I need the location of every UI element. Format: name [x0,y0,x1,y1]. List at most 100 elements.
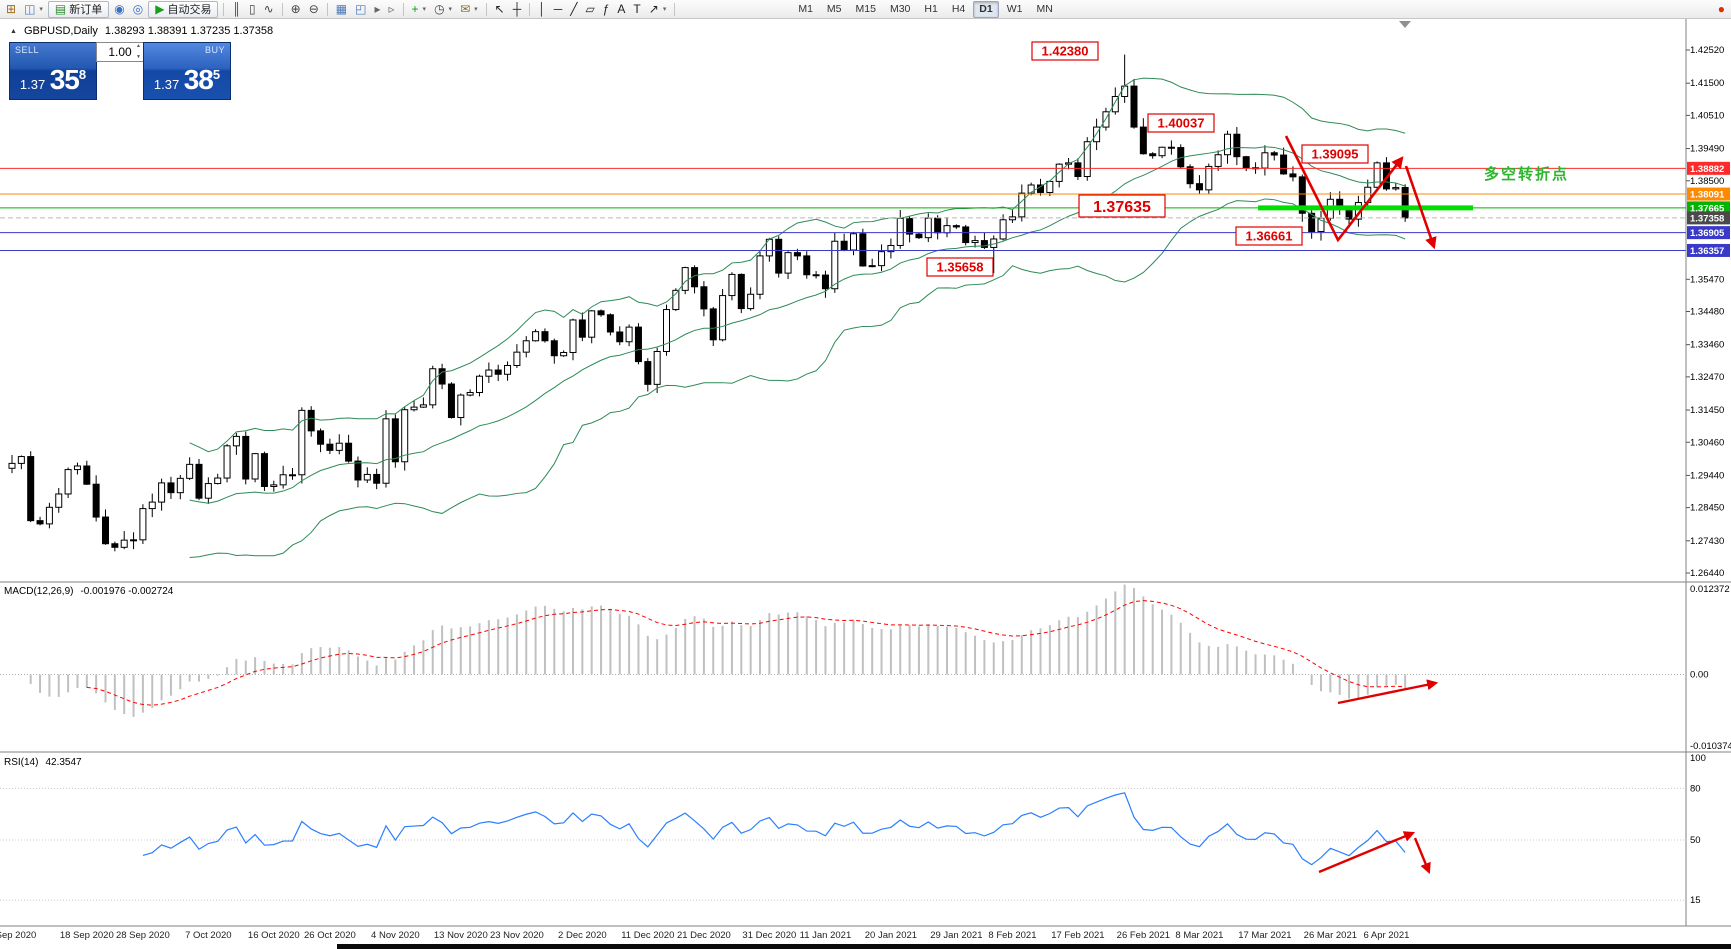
text-label-button[interactable]: T [630,1,643,18]
timeframe-m5-button[interactable]: M5 [826,3,842,15]
timeframe-d1-button[interactable]: D1 [973,0,999,18]
trend-arrow[interactable] [1284,135,1404,243]
bearish-candle [167,482,175,494]
bullish-candle [532,331,540,342]
price-label-box[interactable] [1235,226,1303,246]
bearish-candle [260,453,268,487]
broker-icon[interactable]: ● [1717,2,1725,16]
timeframe-w1-button[interactable]: W1 [1006,3,1023,15]
bullish-candle [1121,85,1129,98]
price-label-box[interactable] [1147,113,1215,133]
cascade-windows-button[interactable]: ◰ [352,1,369,18]
rsi-value: 42.3547 [45,757,82,768]
auto-scroll-button[interactable]: ▸ [371,1,383,18]
sell-label: SELL [15,45,40,55]
bearish-candle [737,273,745,310]
line-chart-button[interactable]: ∿ [261,1,277,18]
timeframe-mn-button[interactable]: MN [1036,3,1053,15]
bearish-candle [775,238,783,274]
bullish-candle [419,404,427,408]
macd-trend-arrow[interactable] [1337,679,1439,705]
auto-trading-button[interactable]: ▶ 自动交易 [148,0,219,18]
bullish-candle [298,409,306,476]
bollinger-middle-band [189,146,1406,504]
macd-pane[interactable] [0,582,1686,752]
price-axis-label: 1.42520 [1690,45,1724,56]
fibonacci-button[interactable]: ƒ [600,1,613,18]
horizontal-line-button[interactable]: ─ [551,1,566,18]
bearish-candle [391,418,399,463]
rsi-axis-label: 100 [1690,753,1706,764]
cursor-button[interactable]: ↖ [492,1,508,18]
buy-button[interactable]: BUY 1.37 385 [143,42,231,100]
profiles-button[interactable]: ◫ ▾ [21,1,46,18]
periods-button[interactable]: ◷ ▾ [431,1,455,18]
volume-down-button[interactable]: ▼ [136,54,141,60]
templates-button[interactable]: ✉ ▾ [457,1,481,18]
volume-section: 1.00 ▲ ▼ [96,42,144,100]
timeframe-m1-button[interactable]: M1 [798,3,813,15]
chart-annotations: 1.42380 1.40037 1.39095 1.37635 1.36661 1.356… [926,41,1437,277]
arrows-button[interactable]: ↗ ▾ [646,1,670,18]
horizontal-line-icon: ─ [553,2,563,16]
macd-label: MACD(12,26,9) [4,586,74,597]
bullish-candle [747,293,755,310]
collapse-panel-icon[interactable]: ▲ [10,27,17,35]
indicators-button[interactable]: + ▾ [409,1,430,18]
price-pane[interactable] [0,19,1686,582]
text-button[interactable]: A [614,1,628,18]
timeframe-h4-button[interactable]: H4 [951,3,966,15]
price-axis-label: 1.32470 [1690,372,1724,383]
note-text[interactable]: 多空转折点 [1484,166,1570,183]
vertical-line-icon: │ [538,2,546,16]
bearish-candle [906,217,914,235]
volume-input[interactable]: 1.00 ▲ ▼ [96,42,144,62]
rsi-trend-arrow[interactable] [1318,831,1416,874]
price-tag [1687,243,1730,257]
timeframe-m15-button[interactable]: M15 [855,3,876,15]
new-order-button[interactable]: ▤ 新订单 [47,0,110,18]
chart-shift-button[interactable]: ▹ [386,1,398,18]
bearish-candle [709,308,717,341]
price-label-box[interactable] [1031,41,1099,61]
price-axis-label: 1.34480 [1690,307,1724,318]
timeframe-m30-button[interactable]: M30 [889,3,911,15]
bullish-candle [504,364,512,375]
market-watch-button[interactable]: ◉ [111,1,127,18]
bullish-candle [279,474,287,486]
channel-button[interactable]: ▱ [582,1,597,18]
price-label-box[interactable] [926,257,994,277]
trendline-button[interactable]: ╱ [567,1,580,18]
volume-up-button[interactable]: ▲ [136,43,141,49]
rsi-trend-arrow[interactable] [1413,837,1431,875]
sell-button[interactable]: SELL 1.37 358 [9,42,97,100]
price-tag [1687,211,1730,225]
price-label-text: 1.35658 [937,260,984,275]
bearish-candle [1280,154,1288,175]
toolbar-separator [281,2,283,16]
zoom-in-button[interactable]: ⊕ [288,1,304,18]
timeframe-h1-button[interactable]: H1 [924,3,938,15]
chart-shift-marker[interactable] [1399,21,1411,28]
macd-signal-line [86,600,1406,706]
tile-windows-button[interactable]: ▦ [333,1,350,18]
candlestick-chart-button[interactable]: ▯ [246,1,259,18]
bearish-candle [1289,173,1297,178]
price-label-box[interactable] [1078,194,1166,218]
new-chart-button[interactable]: ⊞ [3,1,19,18]
bullish-candle [896,217,904,246]
bearish-candle [821,274,829,290]
crosshair-button[interactable]: ┼ [510,1,525,18]
bullish-candle [831,240,839,290]
bullish-candle [64,469,72,495]
bullish-candle [251,453,259,480]
taskbar-strip [337,944,1731,949]
zoom-out-button[interactable]: ⊖ [306,1,322,18]
bearish-candle [242,435,250,480]
vertical-line-button[interactable]: │ [535,1,549,18]
price-label-box[interactable] [1301,144,1369,164]
trend-arrow[interactable] [1404,165,1437,250]
bar-chart-button[interactable]: ║ [229,1,244,18]
data-window-button[interactable]: ◎ [130,1,146,18]
